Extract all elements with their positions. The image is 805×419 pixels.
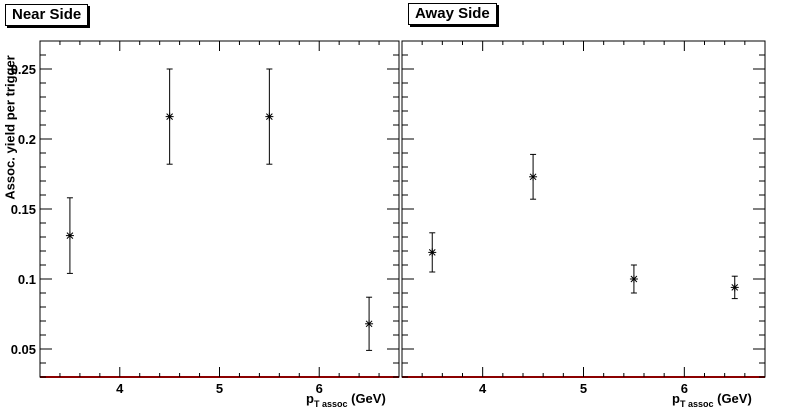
- away-side-x-tick-label: 4: [479, 381, 487, 396]
- away-side-data-point: [629, 264, 638, 294]
- near-side-y-tick-label: 0.1: [18, 272, 36, 287]
- away-side-data-point: [730, 275, 739, 300]
- x-label-sub: T assoc: [679, 399, 714, 409]
- marker-stroke: [428, 249, 436, 256]
- marker-stroke: [365, 320, 373, 328]
- near-side-data-point: [165, 68, 174, 165]
- marker-stroke: [529, 173, 537, 181]
- near-side-data-point: [365, 296, 374, 351]
- marker-stroke: [66, 232, 74, 239]
- away-side-title: Away Side: [408, 3, 497, 25]
- near-side-y-tick-label: 0.25: [11, 62, 36, 77]
- x-label-sub: T assoc: [313, 399, 348, 409]
- away-side-x-tick-label: 5: [580, 381, 587, 396]
- marker-stroke: [731, 284, 739, 291]
- near-side-x-tick-label: 6: [316, 381, 323, 396]
- marker-stroke: [266, 113, 273, 120]
- near-side-title: Near Side: [5, 4, 89, 26]
- away-side-x-axis-label: pT assoc (GeV): [672, 391, 752, 409]
- near-side-y-tick-label: 0.05: [11, 342, 36, 357]
- near-side-panel: 4 5 6 0.05 0.1 0.15 0.2 0.25: [11, 40, 400, 396]
- away-side-data-point: [529, 153, 538, 200]
- near-side-x-tick-label: 4: [116, 381, 124, 396]
- near-side-x-tick-label: 5: [216, 381, 223, 396]
- away-side-frame: [401, 40, 766, 378]
- away-side-x-tick-label: 6: [681, 381, 688, 396]
- x-label-main: p: [306, 391, 314, 406]
- x-label-unit: (GeV): [351, 391, 386, 406]
- marker-stroke: [630, 275, 638, 283]
- near-side-data-point: [65, 197, 74, 274]
- x-label-main: p: [672, 391, 680, 406]
- marker-stroke: [166, 113, 173, 120]
- near-side-y-tick-label: 0.15: [11, 202, 36, 217]
- away-side-panel: 4 5 6: [401, 40, 766, 396]
- near-side-data-point: [265, 68, 274, 165]
- away-side-data-point: [428, 232, 437, 273]
- near-side-frame: [39, 40, 400, 378]
- x-label-unit: (GeV): [717, 391, 752, 406]
- near-side-x-axis-label: pT assoc (GeV): [306, 391, 386, 409]
- near-side-y-tick-label: 0.2: [18, 132, 36, 147]
